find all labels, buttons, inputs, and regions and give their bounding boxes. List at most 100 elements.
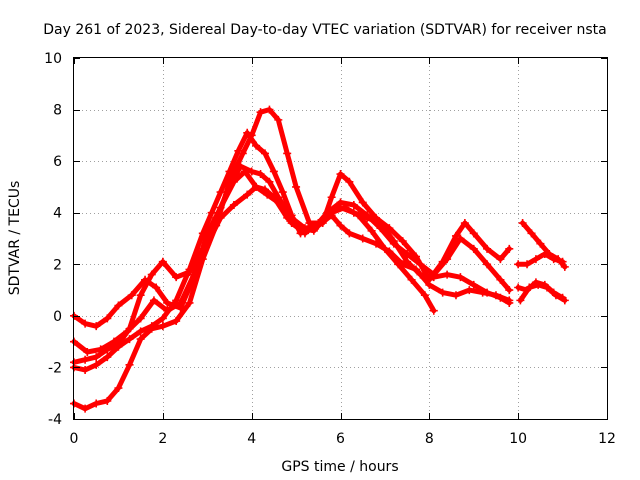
data-point [412,265,421,274]
data-point [527,229,536,238]
data-point [92,399,101,408]
data-point [327,211,336,220]
data-point [451,231,460,240]
data-point [238,149,247,158]
data-point [318,219,327,228]
data-point [469,229,478,238]
data-point [429,306,438,315]
x-tick-label: 8 [425,431,434,447]
series-track-7 [514,249,567,269]
data-point [92,322,101,331]
data-point [514,283,523,292]
data-point [469,244,478,253]
data-point [114,384,123,393]
data-point [278,188,287,197]
data-point [540,280,549,289]
series-track-5 [70,105,514,413]
data-point [225,177,234,186]
data-point [274,193,283,202]
data-point [309,224,318,233]
data-point [216,188,225,197]
data-point [292,182,301,191]
data-point [558,257,567,266]
data-point [252,182,261,191]
data-point [549,255,558,264]
data-point [92,360,101,369]
data-point [247,131,256,140]
data-point [491,291,500,300]
data-point [158,314,167,323]
data-point [103,353,112,362]
data-point [287,211,296,220]
data-point [483,260,492,269]
data-point [83,347,92,356]
data-point [505,296,514,305]
data-point [376,224,385,233]
data-series [70,105,569,413]
x-axis-label: GPS time / hours [281,459,398,475]
data-point [260,185,269,194]
data-point [398,260,407,269]
data-point [176,298,185,307]
data-point [456,273,465,282]
y-tick-label: -2 [48,360,62,376]
y-tick-label: 6 [53,154,62,170]
data-point [363,211,372,220]
series-track-9 [514,278,567,302]
data-point [536,239,545,248]
data-point [438,257,447,266]
y-tick-label: -4 [48,412,62,428]
data-point [398,237,407,246]
data-point [81,355,90,364]
data-point [92,353,101,362]
data-point [269,167,278,176]
data-point [514,260,523,269]
data-point [136,335,145,344]
data-point [185,298,194,307]
data-point [407,275,416,284]
data-point [103,314,112,323]
data-point [403,249,412,258]
data-point [125,324,134,333]
data-point [327,193,336,202]
x-tick-label: 0 [70,431,79,447]
data-point [260,149,269,158]
data-point [496,275,505,284]
data-point [336,170,345,179]
x-tick-label: 12 [598,431,616,447]
data-point [305,219,314,228]
data-point [125,335,134,344]
data-point [478,288,487,297]
series-band [71,169,437,329]
plot-frame [73,57,608,420]
data-point [412,252,421,261]
data-point [483,244,492,253]
data-point [345,177,354,186]
y-tick-label: 10 [44,51,62,67]
data-point [531,255,540,264]
data-point [152,283,161,292]
data-point [212,221,221,230]
data-point [147,270,156,279]
data-point [247,167,256,176]
data-point [523,260,532,269]
data-point [198,229,207,238]
data-point [127,291,136,300]
data-point [456,234,465,243]
data-point [81,404,90,413]
y-tick-label: 8 [53,103,62,119]
data-point [438,288,447,297]
data-point [516,296,525,305]
y-tick-label: 4 [53,206,62,222]
data-point [198,255,207,264]
data-point [265,177,274,186]
data-point [420,291,429,300]
data-point [358,198,367,207]
data-point [114,301,123,310]
data-point [114,342,123,351]
y-axis-label: SDTVAR / TECUs [7,181,23,296]
data-point [185,265,194,274]
data-point [451,291,460,300]
data-point [296,229,305,238]
data-point [172,296,181,305]
